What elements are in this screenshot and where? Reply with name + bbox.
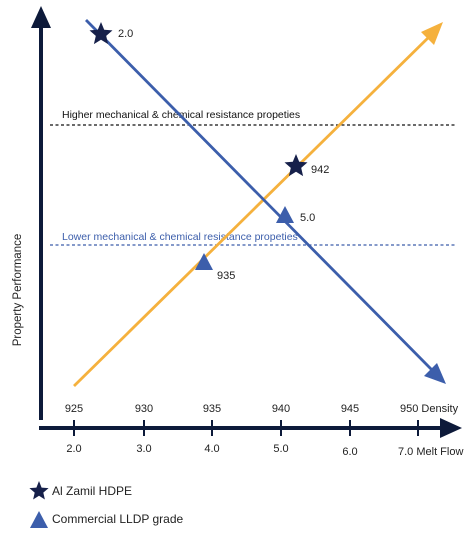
density-tick: 930	[135, 403, 153, 415]
density-tick: 940	[272, 403, 290, 415]
y-axis-arrow-icon	[31, 6, 51, 28]
star-marker-density	[284, 154, 308, 177]
melt-flow-trend-arrow-icon	[424, 363, 446, 384]
melt-flow-tick: 5.0	[273, 443, 288, 455]
star-marker-melt-flow-label: 2.0	[118, 28, 133, 40]
density-tick: 935	[203, 403, 221, 415]
legend-label: Al Zamil HDPE	[52, 484, 133, 498]
triangle-marker-density-label: 935	[217, 270, 235, 282]
density-trend-line	[73, 33, 433, 387]
melt-flow-trend-line	[85, 19, 433, 371]
density-tick: 925	[65, 403, 83, 415]
melt-flow-tick: 4.0	[204, 443, 219, 455]
star-icon	[29, 481, 49, 500]
star-marker-melt-flow	[89, 22, 113, 45]
melt-flow-tick: 6.0	[342, 446, 357, 458]
x-axis-ticks	[73, 420, 419, 436]
star-marker-density-label: 942	[311, 164, 329, 176]
x-axis-arrow-icon	[440, 418, 462, 438]
legend-label: Commercial LLDP grade	[52, 512, 184, 526]
melt-flow-tick: 7.0 Melt Flow	[398, 446, 463, 458]
density-ticks: 925 930 935 940 945 950 Density	[65, 403, 459, 415]
triangle-marker-density	[195, 253, 213, 270]
legend-item-lldp: Commercial LLDP grade	[28, 508, 183, 530]
melt-flow-ticks: 2.0 3.0 4.0 5.0 6.0 7.0 Melt Flow	[66, 443, 463, 458]
density-tick: 945	[341, 403, 359, 415]
lower-resistance-label: Lower mechanical & chemical resistance p…	[62, 231, 298, 243]
y-axis-label: Property Performance	[12, 234, 24, 347]
triangle-marker-melt-flow-label: 5.0	[300, 212, 315, 224]
triangle-marker-melt-flow	[276, 206, 294, 223]
legend-item-hdpe: Al Zamil HDPE	[28, 480, 132, 502]
melt-flow-tick: 3.0	[136, 443, 151, 455]
density-tick: 950 Density	[400, 403, 459, 415]
density-trend-arrow-icon	[421, 22, 443, 45]
triangle-icon	[30, 511, 48, 528]
melt-flow-tick: 2.0	[66, 443, 81, 455]
